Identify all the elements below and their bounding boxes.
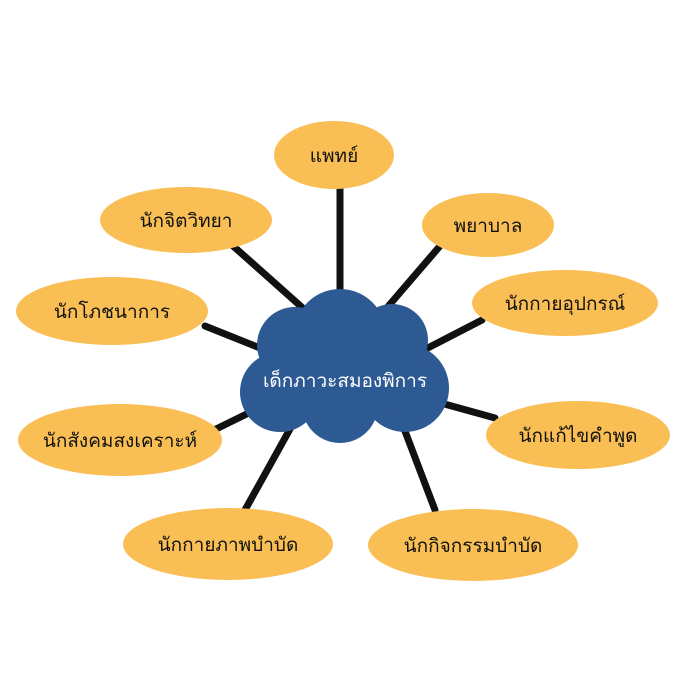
node-psychologist: นักจิตวิทยา	[100, 187, 272, 253]
node-label-doctor: แพทย์	[310, 145, 358, 167]
connector-physiotherapist	[241, 416, 299, 514]
node-orthotist: นักกายอุปกรณ์	[472, 270, 658, 336]
node-speech-therapist: นักแก้ไขคำพูด	[486, 401, 670, 469]
connector-psychologist	[228, 241, 309, 314]
node-label-psychologist: นักจิตวิทยา	[140, 210, 233, 232]
node-label-orthotist: นักกายอุปกรณ์	[505, 293, 626, 316]
connector-orthotist	[416, 316, 486, 356]
node-label-social-worker: นักสังคมสงเคราะห์	[43, 430, 197, 452]
center-label: เด็กภาวะสมองพิการ	[263, 368, 427, 392]
connector-occupational-therapist	[396, 414, 439, 514]
node-physiotherapist: นักกายภาพบำบัด	[123, 508, 333, 580]
node-label-occupational-therapist: นักกิจกรรมบำบัด	[404, 535, 543, 557]
node-nurse: พยาบาล	[422, 193, 554, 257]
node-label-nutritionist: นักโภชนาการ	[54, 300, 170, 323]
node-label-physiotherapist: นักกายภาพบำบัด	[158, 534, 299, 556]
center-cloud	[240, 289, 449, 443]
node-nutritionist: นักโภชนาการ	[16, 277, 208, 345]
node-doctor: แพทย์	[274, 121, 394, 189]
node-label-speech-therapist: นักแก้ไขคำพูด	[518, 425, 637, 447]
node-occupational-therapist: นักกิจกรรมบำบัด	[368, 509, 578, 581]
node-label-nurse: พยาบาล	[454, 215, 523, 237]
node-social-worker: นักสังคมสงเคราะห์	[18, 404, 222, 476]
